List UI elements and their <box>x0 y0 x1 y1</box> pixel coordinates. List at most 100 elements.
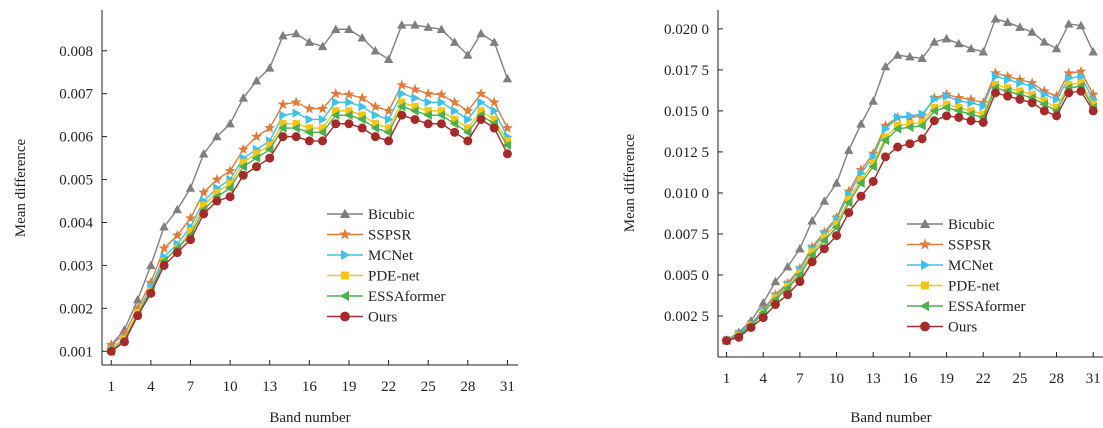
data-point <box>844 145 854 154</box>
data-point <box>449 119 459 129</box>
data-point <box>423 22 433 31</box>
data-point <box>734 332 744 342</box>
data-point <box>450 127 460 137</box>
legend-item: SSPSR <box>327 228 411 244</box>
data-point <box>1063 67 1075 78</box>
data-point <box>304 127 313 138</box>
data-point <box>345 97 354 108</box>
data-point <box>225 192 235 202</box>
data-point <box>185 183 196 192</box>
data-point <box>1088 106 1098 116</box>
data-point <box>278 123 287 133</box>
data-point <box>1015 22 1025 31</box>
data-point <box>436 24 447 33</box>
x-tick-label: 1 <box>107 379 115 395</box>
legend-marker <box>919 300 929 312</box>
data-point <box>422 88 434 99</box>
legend-item: Bicubic <box>327 207 415 223</box>
data-point <box>1088 47 1098 56</box>
data-point <box>1075 65 1087 77</box>
legend-marker <box>920 321 930 332</box>
legend-label: Bicubic <box>368 207 415 223</box>
legend-item: Ours <box>907 320 977 336</box>
x-tick-label: 25 <box>421 379 436 395</box>
data-point <box>1064 19 1074 28</box>
data-point <box>370 123 380 133</box>
data-point <box>251 153 261 163</box>
data-point <box>159 221 169 231</box>
data-point <box>955 96 964 106</box>
data-point <box>410 106 419 116</box>
data-point <box>844 208 854 218</box>
y-tick-label: 0.008 <box>59 44 93 60</box>
data-point <box>398 88 407 99</box>
data-point <box>463 136 473 146</box>
data-point <box>758 313 768 323</box>
x-tick-label: 25 <box>1012 371 1027 387</box>
data-point <box>410 114 420 124</box>
data-point <box>892 124 902 134</box>
y-tick-label: 0.005 <box>59 173 93 189</box>
data-point <box>783 290 793 300</box>
data-point <box>941 102 951 113</box>
data-point <box>990 14 1001 23</box>
data-point <box>462 105 474 116</box>
x-tick-label: 16 <box>902 371 918 387</box>
data-point <box>384 136 394 146</box>
data-point <box>880 152 890 162</box>
data-point <box>954 112 964 122</box>
data-point <box>304 136 314 146</box>
data-point <box>158 242 170 253</box>
data-point <box>318 114 328 125</box>
data-point <box>831 222 841 233</box>
legend-marker <box>339 208 351 218</box>
data-point <box>868 96 878 105</box>
data-point <box>819 244 829 254</box>
legend-item: PDE-net <box>907 279 1000 295</box>
data-point <box>868 176 878 186</box>
series-bicubic <box>106 20 513 349</box>
x-tick-label: 4 <box>759 371 767 387</box>
x-tick-label: 10 <box>223 379 238 395</box>
x-tick-label: 7 <box>796 371 804 387</box>
data-point <box>929 116 939 126</box>
data-point <box>1039 37 1050 46</box>
data-point <box>225 118 235 128</box>
y-axis-label: Mean difference <box>622 133 638 232</box>
data-point <box>1052 94 1062 105</box>
x-axis-label: Band number <box>269 410 350 426</box>
data-point <box>942 111 952 121</box>
x-tick-label: 28 <box>460 379 475 395</box>
data-point <box>330 88 342 99</box>
data-point <box>252 162 262 172</box>
data-point <box>305 114 315 125</box>
data-point <box>477 97 486 108</box>
data-point <box>476 114 486 124</box>
data-point <box>357 33 367 42</box>
data-point <box>292 108 301 118</box>
legend-item: MCNet <box>907 258 994 274</box>
data-point <box>881 124 891 134</box>
data-point <box>171 229 183 240</box>
data-point <box>1076 20 1086 30</box>
data-point <box>1051 43 1062 53</box>
data-point <box>449 37 460 46</box>
data-point <box>397 110 407 120</box>
y-tick-label: 0.017 5 <box>664 63 709 79</box>
data-point <box>880 61 891 71</box>
data-point <box>978 117 988 127</box>
data-point <box>396 79 408 90</box>
data-point <box>930 94 940 105</box>
data-point <box>819 196 830 205</box>
data-point <box>991 71 1001 82</box>
data-point <box>265 153 275 163</box>
data-point <box>357 123 367 133</box>
data-point <box>770 276 781 286</box>
data-point <box>331 119 341 129</box>
y-tick-label: 0.015 0 <box>664 104 709 120</box>
data-point <box>966 116 976 126</box>
data-point <box>807 216 817 225</box>
data-point <box>331 24 341 33</box>
data-point <box>264 144 274 155</box>
data-point <box>941 33 952 43</box>
